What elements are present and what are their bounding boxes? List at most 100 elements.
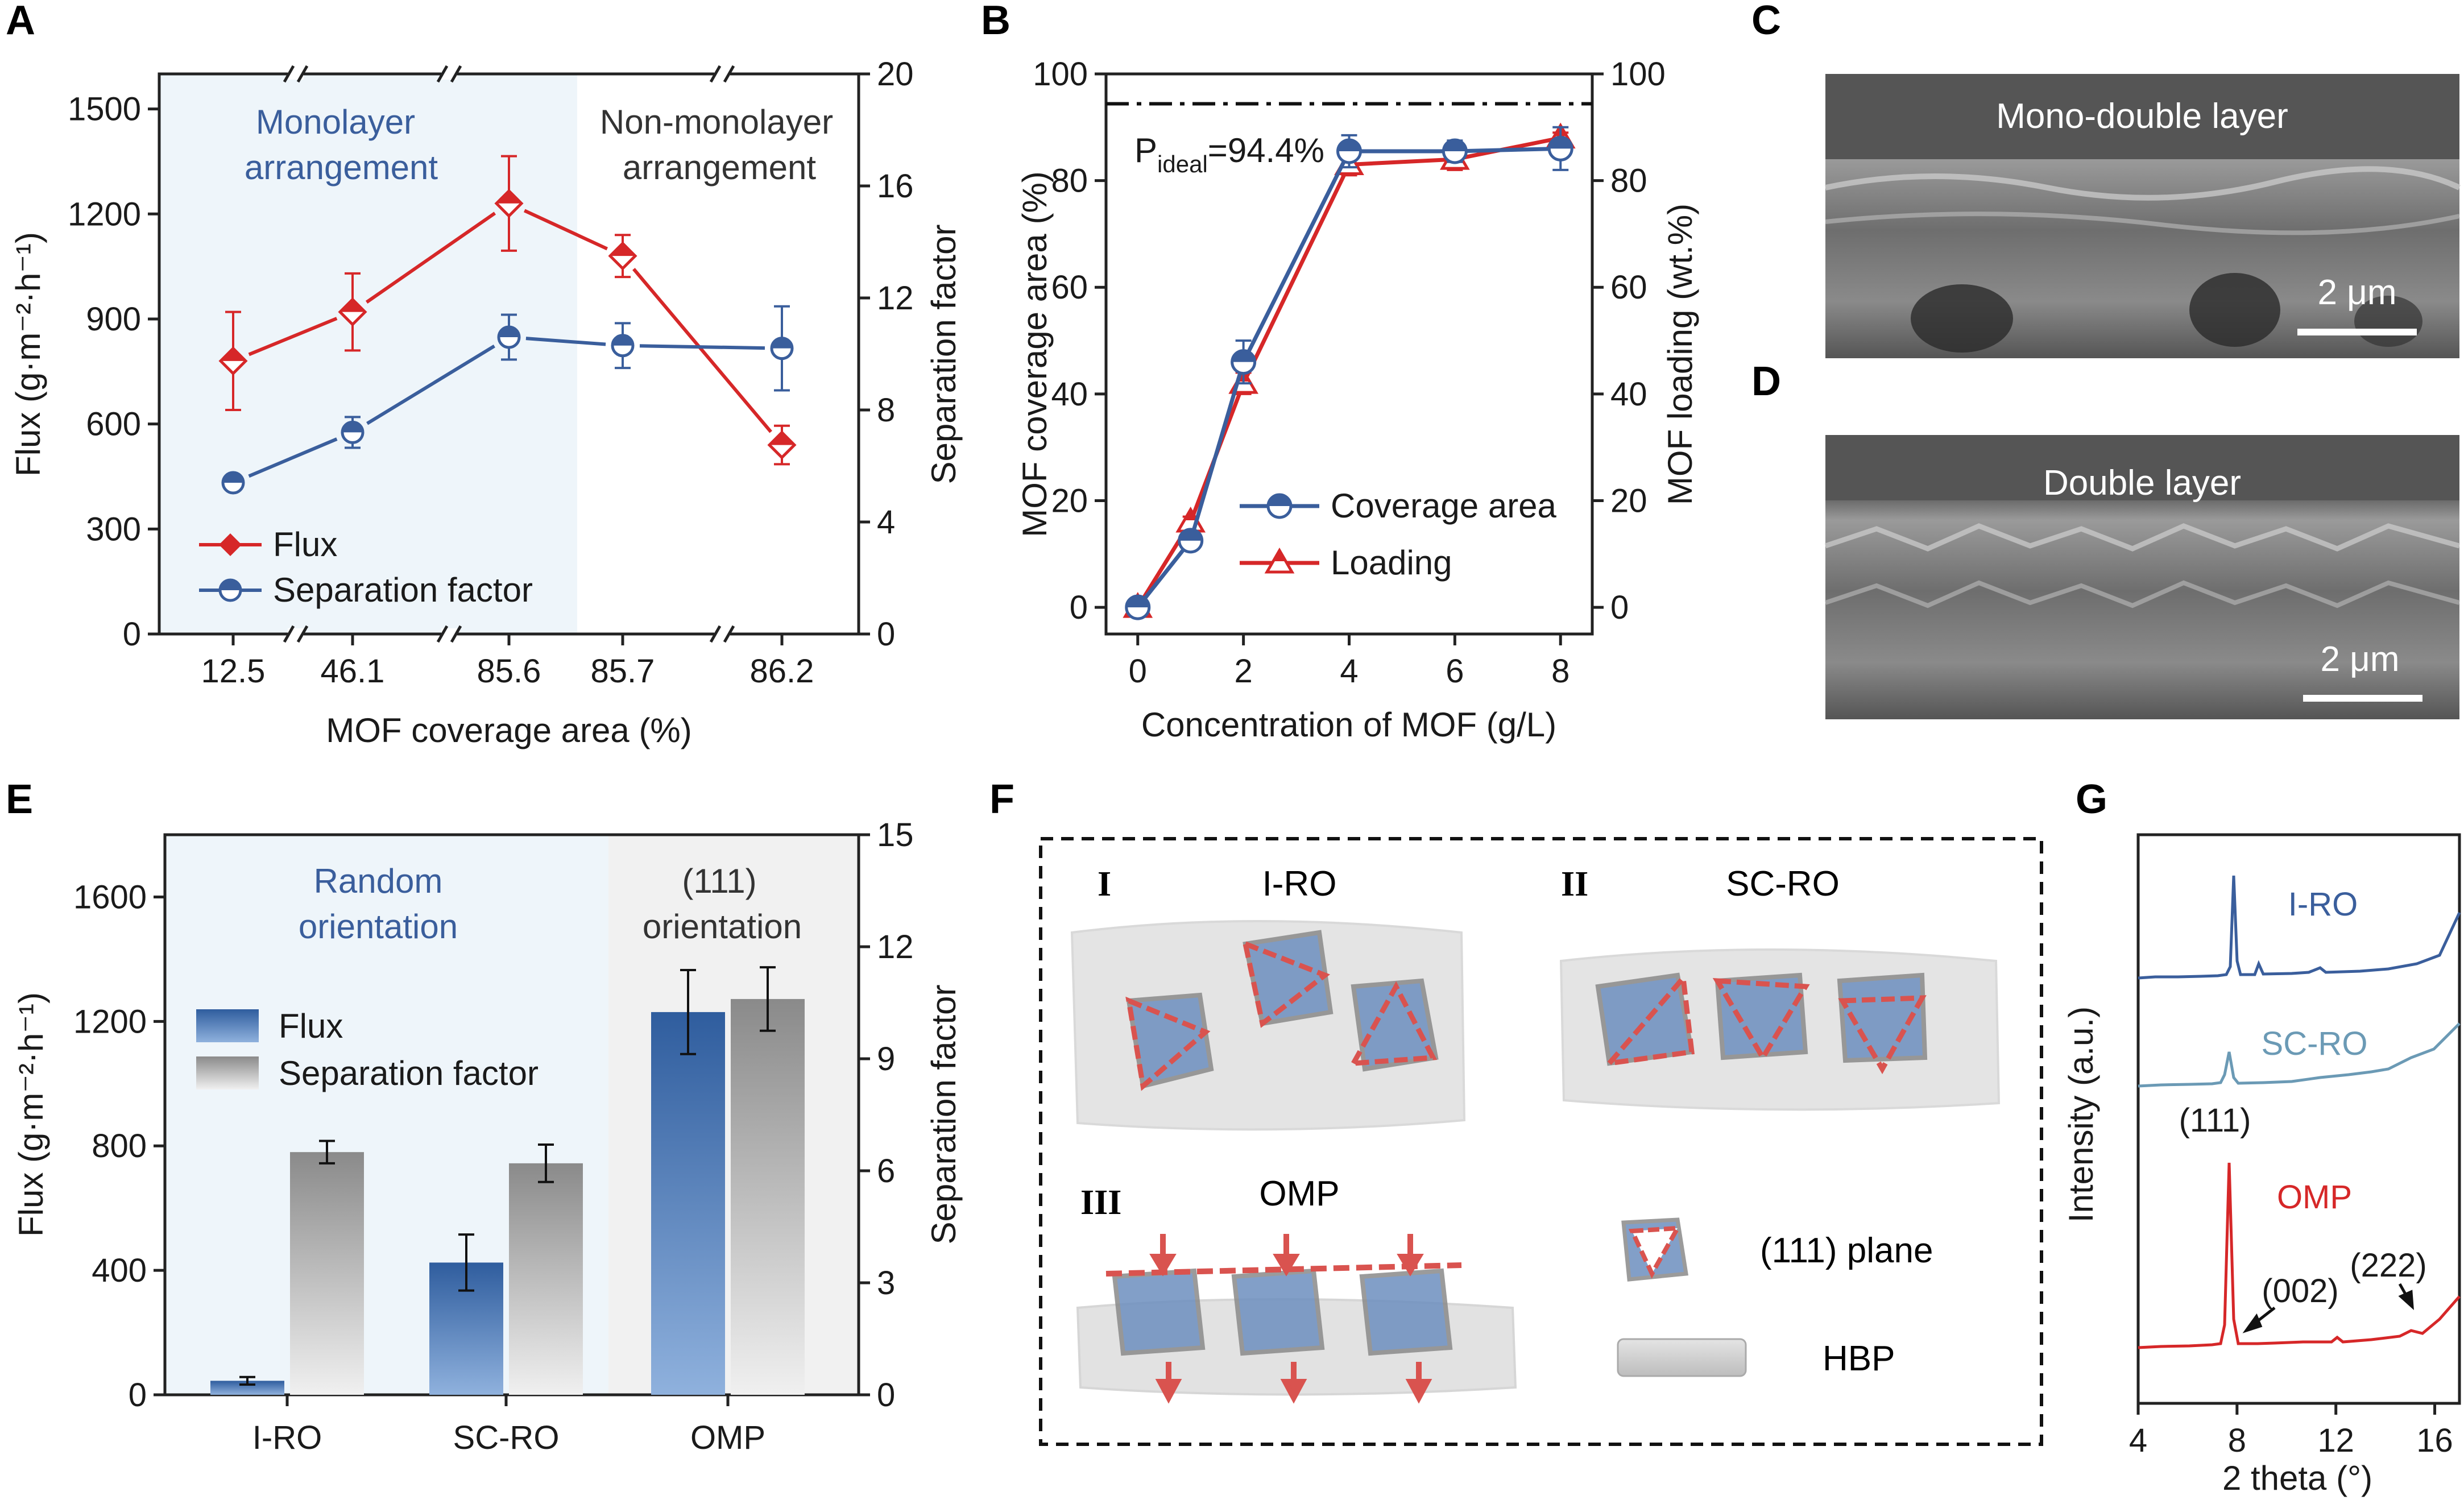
flux-line-segment [365,212,496,304]
chart-a-y2label: Separation factor [925,225,963,484]
xrd-label-scro: SC-RO [2262,1025,2368,1062]
e-ytick-label: 400 [92,1252,147,1289]
xrd-annot-002: (002) [2262,1273,2338,1310]
chart-g-frame [2136,833,2461,1405]
octahedron-group-iii [1105,1234,1462,1404]
b-xtick-label: 4 [1340,653,1358,690]
e-xtick-label: OMP [690,1419,765,1456]
legend-sep-e: Separation factor [279,1054,539,1092]
chart-b-xlabel: Concentration of MOF (g/L) [1141,706,1556,744]
b-xtick-label: 0 [1129,653,1147,690]
schematic-frame [1039,837,2043,1446]
octahedron-group-i [1125,930,1439,1091]
flux-line-segment [632,268,772,433]
a-xtick-label: 86.2 [750,653,814,690]
chart-e-legend: Flux Separation factor [196,1007,539,1092]
legend-111-plane: (111) plane [1621,1217,1933,1282]
a-ytick-label: 600 [86,406,141,443]
sep-point-fill [342,422,363,433]
b-xtick-label: 8 [1551,653,1569,690]
e-y2tick-label: 0 [877,1377,895,1414]
a-ytick-label: 0 [123,616,141,653]
b-y2tick-label: 60 [1610,269,1647,306]
e-ytick-label: 1600 [73,879,147,915]
e-y2tick-label: 12 [877,929,914,966]
e-ytick-label: 0 [129,1377,147,1414]
chart-e: Random orientation (111) orientation 0 40… [12,817,963,1456]
b-y2tick-label: 20 [1610,482,1647,519]
region-monolayer-label-1: Monolayer [256,103,415,141]
coverage-point-fill [1232,350,1255,362]
axis-break [296,625,309,643]
e-y2tick-label: 6 [877,1153,895,1190]
schematic-ii-label: SC-RO [1726,864,1840,904]
chart-a-legend: Flux Separation factor [199,525,533,609]
sem-c-label: Mono-double layer [1996,97,2288,136]
xrd-annot-111: (111) [2179,1102,2251,1139]
schematic-ii-roman: II [1561,865,1588,904]
g-xtick-label: 8 [2228,1422,2246,1459]
a-y2tick-label: 4 [877,504,895,541]
panel-label-c: C [1751,0,1781,43]
e-y2tick-label: 9 [877,1041,895,1078]
chart-a-ylabel: Flux (g·m⁻²·h⁻¹) [9,232,47,476]
b-ytick-label: 0 [1070,589,1088,626]
b-xtick-label: 2 [1234,653,1252,690]
sem-c-scale-text: 2 μm [2317,273,2396,312]
region-nonmono-label-2: arrangement [623,148,817,187]
coverage-point-fill [1443,140,1467,152]
a-ytick-label: 1500 [68,91,141,128]
legend-loading: Loading [1331,544,1452,582]
a-y2tick-label: 16 [877,168,914,205]
axis-break [723,625,735,643]
ideal-label: Pideal=94.4% [1134,131,1324,177]
b-ytick-label: 40 [1051,376,1088,413]
a-ytick-label: 1200 [68,196,141,233]
sem-image-c: Mono-double layer 2 μm [1824,74,2461,358]
schematic-iii-label: OMP [1259,1174,1339,1213]
sep-line-segment [248,437,338,478]
sep-line-segment [639,344,765,350]
b-ytick-label: 80 [1051,163,1088,200]
coverage-line [1136,146,1561,609]
panel-label-e: E [6,777,33,822]
a-ytick-label: 300 [86,511,141,548]
axis-break [723,65,735,83]
chart-g-xlabel: 2 theta (°) [2222,1459,2372,1497]
a-xtick-label: 85.7 [591,653,655,690]
coverage-point-fill [1179,529,1202,541]
region-monolayer-label-2: arrangement [245,148,438,187]
b-ytick-label: 60 [1051,269,1088,306]
a-xtick-label: 85.6 [477,653,541,690]
schematic-i-label: I-RO [1262,864,1337,904]
sep-bar [731,998,805,1395]
sep-line-segment [366,344,495,425]
panel-label-f: F [989,777,1014,822]
axis-break [436,625,449,643]
loading-point-fill [1184,509,1197,520]
xrd-curve-scro [2138,1022,2461,1088]
sem-image-d: Double layer 2 μm [1824,435,2461,719]
region-nonmono-label-1: Non-monolayer [600,103,833,141]
sep-line-segment [525,337,606,346]
sep-bar [290,1152,364,1395]
chart-b-legend: Coverage area Loading [1240,487,1557,582]
axis-break [709,65,722,83]
a-y2tick-label: 0 [877,616,895,653]
flux-line-segment [248,317,338,357]
region-111-label-2: orientation [643,908,802,946]
panel-label-d: D [1751,359,1781,404]
axis-break [450,65,462,83]
flux-point-fill [769,432,794,445]
b-ytick-label: 20 [1051,482,1088,519]
axis-break [450,625,462,643]
e-y2tick-label: 15 [877,817,914,853]
axis-break [709,625,722,643]
schematic-f: I I-RO II SC-RO III OMP [1039,837,2043,1446]
e-ytick-label: 800 [92,1128,147,1165]
chart-a-xlabel: MOF coverage area (%) [326,711,692,749]
a-xtick-label: 12.5 [201,653,266,690]
a-y2tick-label: 8 [877,392,895,429]
chart-b-y2label: MOF loading (wt.%) [1661,204,1699,505]
